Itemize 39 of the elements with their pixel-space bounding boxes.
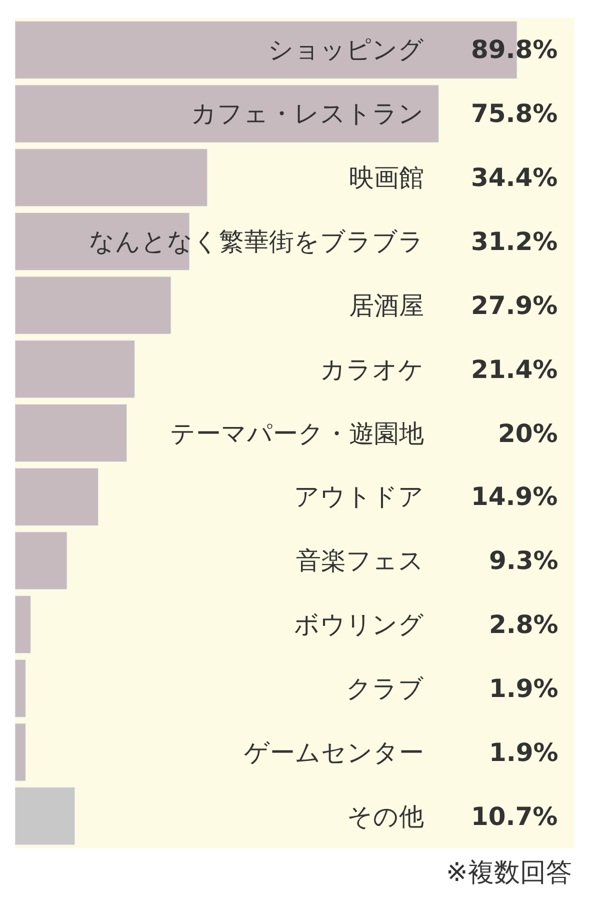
bar bbox=[15, 659, 26, 718]
data-label: 21.4% bbox=[471, 355, 558, 384]
data-label: 2.8% bbox=[489, 610, 558, 639]
y-tick-label: カラオケ bbox=[320, 355, 424, 384]
text: ※複数回答 bbox=[446, 858, 572, 888]
data-label: 75.8% bbox=[471, 99, 558, 128]
bar bbox=[15, 404, 128, 462]
bar bbox=[15, 787, 76, 846]
y-tick-label: 映画館 bbox=[349, 163, 424, 192]
data-label: 31.2% bbox=[471, 227, 558, 256]
data-label: 1.9% bbox=[489, 738, 558, 767]
data-label: 27.9% bbox=[471, 291, 558, 320]
data-label: 34.4% bbox=[471, 163, 558, 192]
data-label: 89.8% bbox=[471, 35, 558, 64]
bar bbox=[15, 276, 172, 334]
bar bbox=[15, 340, 135, 398]
data-label: 14.9% bbox=[471, 482, 558, 511]
bar bbox=[15, 148, 208, 207]
y-tick-label: アウトドア bbox=[294, 482, 424, 511]
y-tick-label: ゲームセンター bbox=[244, 738, 424, 767]
y-tick-label: クラブ bbox=[346, 674, 424, 703]
bar bbox=[15, 596, 31, 654]
y-tick-label: その他 bbox=[347, 802, 424, 831]
bar bbox=[15, 532, 68, 590]
y-tick-label: テーマパーク・遊園地 bbox=[170, 419, 424, 448]
y-tick-label: 居酒屋 bbox=[349, 291, 424, 320]
y-tick-label: ボウリング bbox=[294, 610, 424, 639]
data-label: 1.9% bbox=[489, 674, 558, 703]
y-tick-label: ショッピング bbox=[268, 35, 424, 64]
y-tick-label: カフェ・レストラン bbox=[191, 99, 424, 128]
data-label: 20% bbox=[498, 419, 558, 448]
data-label: 9.3% bbox=[489, 546, 558, 575]
bar bbox=[15, 84, 439, 143]
y-tick-label: なんとなく繁華街をブラブラ bbox=[89, 227, 424, 256]
data-label: 10.7% bbox=[471, 802, 558, 831]
bar bbox=[15, 468, 99, 526]
bar bbox=[15, 723, 26, 782]
y-tick-label: 音楽フェス bbox=[296, 546, 424, 575]
bar bbox=[15, 212, 190, 270]
